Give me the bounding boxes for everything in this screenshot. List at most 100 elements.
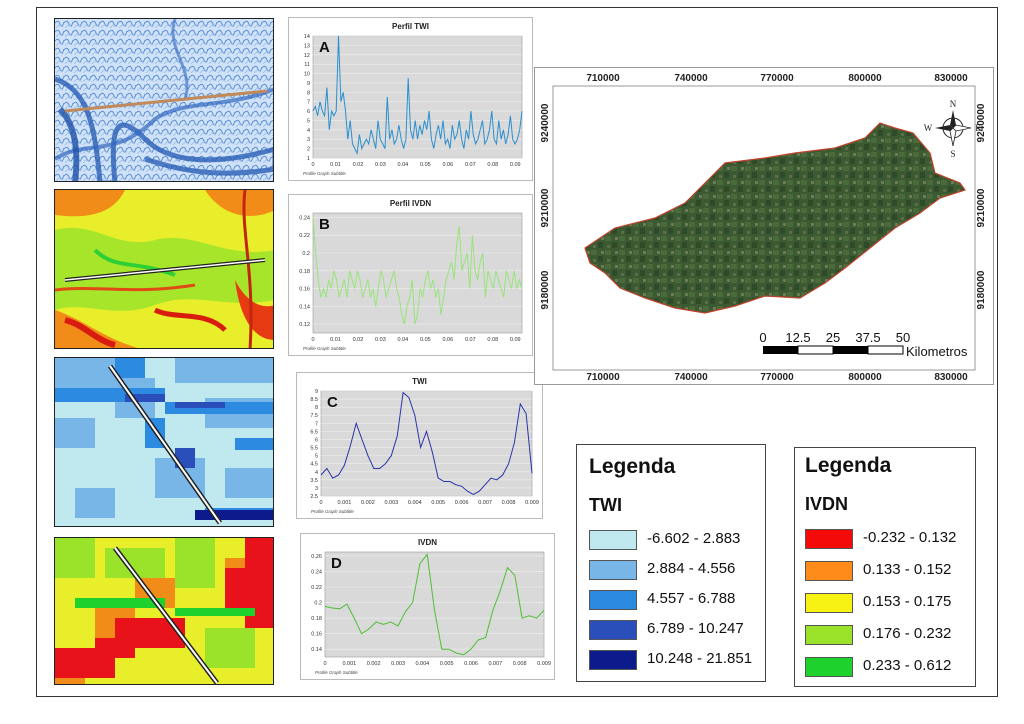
x-tick-label: 0.08	[487, 337, 498, 343]
y-tick-label: 8	[307, 90, 310, 96]
x-tick-label: 0.003	[391, 661, 405, 667]
compass-rose-icon: N S E W	[924, 99, 982, 159]
x-tick-label: 0.09	[510, 337, 521, 343]
y-tick-label: 3.5	[310, 478, 318, 484]
x-tick-label: 0.001	[338, 500, 352, 506]
compass-s: S	[950, 149, 955, 159]
legend-swatch	[589, 620, 637, 640]
profile-line	[320, 391, 533, 495]
x-tick-label: 0.05	[420, 337, 431, 343]
profile-graph-d: IVDN 0.14 0.16 0.18 0.2 0.22 0.24 0.26 0 0.001 0.0…	[300, 533, 555, 680]
legend-item: -6.602 - 2.883	[589, 529, 849, 553]
legend-swatch	[589, 530, 637, 550]
scale-label: 25	[826, 330, 840, 345]
x-tick-label: 0.005	[431, 500, 445, 506]
map-x-tick: 830000	[934, 73, 968, 84]
x-tick-label: 0.02	[353, 337, 364, 343]
legend-item: 4.557 - 6.788	[589, 589, 849, 613]
x-tick-label: 0.01	[330, 162, 341, 168]
y-tick-label: 5	[315, 454, 318, 460]
y-tick-label: 0.2	[314, 601, 322, 607]
panel-letter: D	[331, 555, 342, 572]
profile-subtitle: Profile Graph Subtitle	[311, 509, 354, 514]
panel-letter: C	[327, 394, 338, 411]
y-tick-label: 4.5	[310, 462, 318, 468]
legend-twi-title: Legenda	[589, 455, 676, 478]
legend-swatch	[805, 625, 853, 645]
x-tick-label: 0.06	[442, 337, 453, 343]
legend-item: 0.153 - 0.175	[805, 592, 1024, 616]
y-tick-label: 8	[315, 405, 318, 411]
legend-twi-subtitle: TWI	[589, 495, 622, 515]
legend-swatch	[805, 561, 853, 581]
map-y-tick: 9210000	[976, 188, 987, 227]
legend-label: 2.884 - 4.556	[647, 560, 736, 577]
compass-w: W	[924, 123, 933, 133]
x-tick-label: 0.004	[415, 661, 429, 667]
figure-frame	[36, 7, 998, 697]
study-area-map: 710000 740000 770000 800000 830000 710000 740…	[534, 67, 994, 385]
twi-zoom-thumbnail	[54, 357, 274, 527]
y-tick-label: 6.5	[310, 429, 318, 435]
profile-line	[324, 553, 545, 656]
twi-relief-thumbnail	[54, 18, 274, 182]
x-tick-label: 0.007	[478, 500, 492, 506]
y-tick-label: 2.5	[310, 494, 318, 500]
legend-label: 6.789 - 10.247	[647, 620, 744, 637]
legend-item: 0.176 - 0.232	[805, 624, 1024, 648]
legend-label: 4.557 - 6.788	[647, 590, 736, 607]
legend-item: 6.789 - 10.247	[589, 619, 849, 643]
x-tick-label: 0.06	[442, 162, 453, 168]
legend-label: 0.176 - 0.232	[863, 625, 952, 642]
y-tick-label: 7.5	[310, 413, 318, 419]
map-x-tick: 740000	[674, 73, 708, 84]
x-tick-label: 0.09	[510, 162, 521, 168]
legend-twi: Legenda TWI -6.602 - 2.883 2.884 - 4.556…	[576, 444, 766, 682]
legend-swatch	[589, 650, 637, 670]
map-x-tick: 770000	[760, 372, 794, 383]
ivdn-zoom-thumbnail	[54, 537, 274, 685]
legend-ivdn-title: Legenda	[805, 454, 892, 477]
x-tick-label: 0.08	[487, 162, 498, 168]
map-x-tick: 740000	[674, 372, 708, 383]
map-x-tick: 800000	[848, 372, 882, 383]
compass-n: N	[950, 99, 957, 109]
x-tick-label: 0.006	[455, 500, 469, 506]
x-tick-label: 0.004	[408, 500, 422, 506]
profile-subtitle: Profile Graph Subtitle	[315, 670, 358, 675]
y-tick-label: 0.14	[299, 304, 310, 310]
scale-unit: Kilometros	[906, 344, 968, 359]
plot-area	[312, 35, 523, 159]
profile-line	[312, 217, 523, 325]
profile-graph-a: Perfil TWI 1 2 3 4 5 6 7 8 9 10 11 12 13 14 0 0.01 0.02 0.…	[288, 17, 533, 181]
profile-graph-b: Perfil IVDN 0.12 0.14 0.16 0.18 0.2 0.22 0.24 0 0…	[288, 194, 533, 356]
x-tick-label: 0	[323, 661, 326, 667]
map-x-tick: 770000	[760, 73, 794, 84]
x-tick-label: 0.008	[513, 661, 527, 667]
profile-graph-c: TWI 2.5 3 3.5 4 4.5 5 5.5 6 6.5 7 7.5 8 8.5 9 0 0.001 0.0…	[296, 372, 543, 519]
x-tick-label: 0	[319, 500, 322, 506]
map-y-tick: 9180000	[540, 270, 551, 309]
map-y-tick: 9240000	[976, 103, 987, 142]
legend-item: -0.232 - 0.132	[805, 528, 1024, 552]
map-y-tick: 9240000	[540, 103, 551, 142]
legend-label: 0.153 - 0.175	[863, 593, 952, 610]
y-tick-label: 7	[315, 421, 318, 427]
y-tick-label: 0.24	[311, 569, 322, 575]
y-tick-label: 0.24	[299, 215, 310, 221]
y-tick-label: 14	[304, 34, 310, 40]
y-tick-label: 2	[307, 147, 310, 153]
y-tick-label: 4	[307, 128, 310, 134]
scale-label: 50	[896, 330, 910, 345]
x-tick-label: 0	[311, 337, 314, 343]
x-tick-label: 0.03	[375, 162, 386, 168]
scale-label: 37.5	[855, 330, 880, 345]
y-tick-label: 0.18	[299, 269, 310, 275]
y-tick-label: 3	[315, 486, 318, 492]
y-tick-label: 10	[304, 72, 310, 78]
profile-subtitle: Profile Graph Subtitle	[303, 346, 346, 351]
legend-item: 10.248 - 21.851	[589, 649, 849, 673]
y-tick-label: 8.5	[310, 397, 318, 403]
y-tick-label: 0.22	[311, 585, 322, 591]
y-tick-label: 6	[315, 437, 318, 443]
